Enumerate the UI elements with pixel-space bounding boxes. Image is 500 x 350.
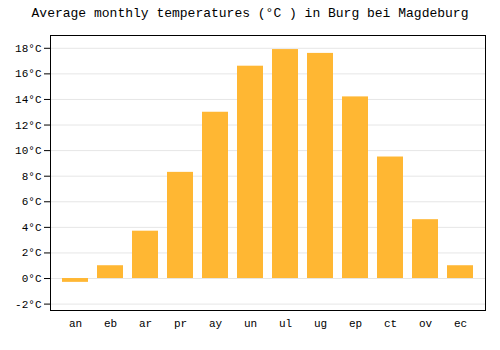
svg-text:pr: pr [174, 318, 187, 330]
svg-text:8°C: 8°C [22, 171, 42, 183]
svg-text:2°C: 2°C [22, 247, 42, 259]
svg-text:12°C: 12°C [15, 120, 42, 132]
svg-text:4°C: 4°C [22, 222, 42, 234]
svg-text:ay: ay [209, 318, 223, 330]
svg-text:eb: eb [104, 318, 117, 330]
svg-text:un: un [244, 318, 257, 330]
svg-text:16°C: 16°C [15, 68, 42, 80]
svg-text:an: an [69, 318, 82, 330]
svg-text:ct: ct [384, 318, 397, 330]
svg-text:0°C: 0°C [22, 273, 42, 285]
svg-text:ar: ar [139, 318, 152, 330]
svg-text:10°C: 10°C [15, 145, 42, 157]
svg-text:6°C: 6°C [22, 196, 42, 208]
svg-text:ec: ec [454, 318, 467, 330]
svg-text:-2°C: -2°C [15, 299, 42, 311]
html-text:Average monthly temperatures (: Average monthly temperatures (°C ) in Bu… [31, 6, 469, 21]
svg-text:18°C: 18°C [15, 43, 42, 55]
svg-text:ep: ep [349, 318, 362, 330]
svg-text:ug: ug [314, 318, 327, 330]
svg-text:ul: ul [279, 318, 292, 330]
svg-text:ov: ov [419, 318, 433, 330]
svg-text:14°C: 14°C [15, 94, 42, 106]
